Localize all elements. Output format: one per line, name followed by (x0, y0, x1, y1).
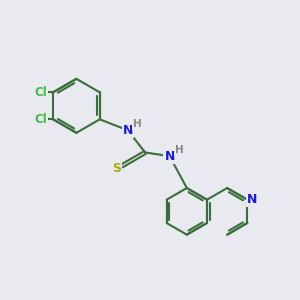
Text: Cl: Cl (34, 113, 47, 126)
Text: Cl: Cl (34, 86, 47, 99)
Text: N: N (247, 193, 257, 206)
Text: N: N (123, 124, 133, 137)
Text: H: H (133, 119, 142, 129)
Text: H: H (175, 145, 183, 155)
Text: S: S (112, 162, 121, 176)
Text: N: N (164, 150, 175, 163)
